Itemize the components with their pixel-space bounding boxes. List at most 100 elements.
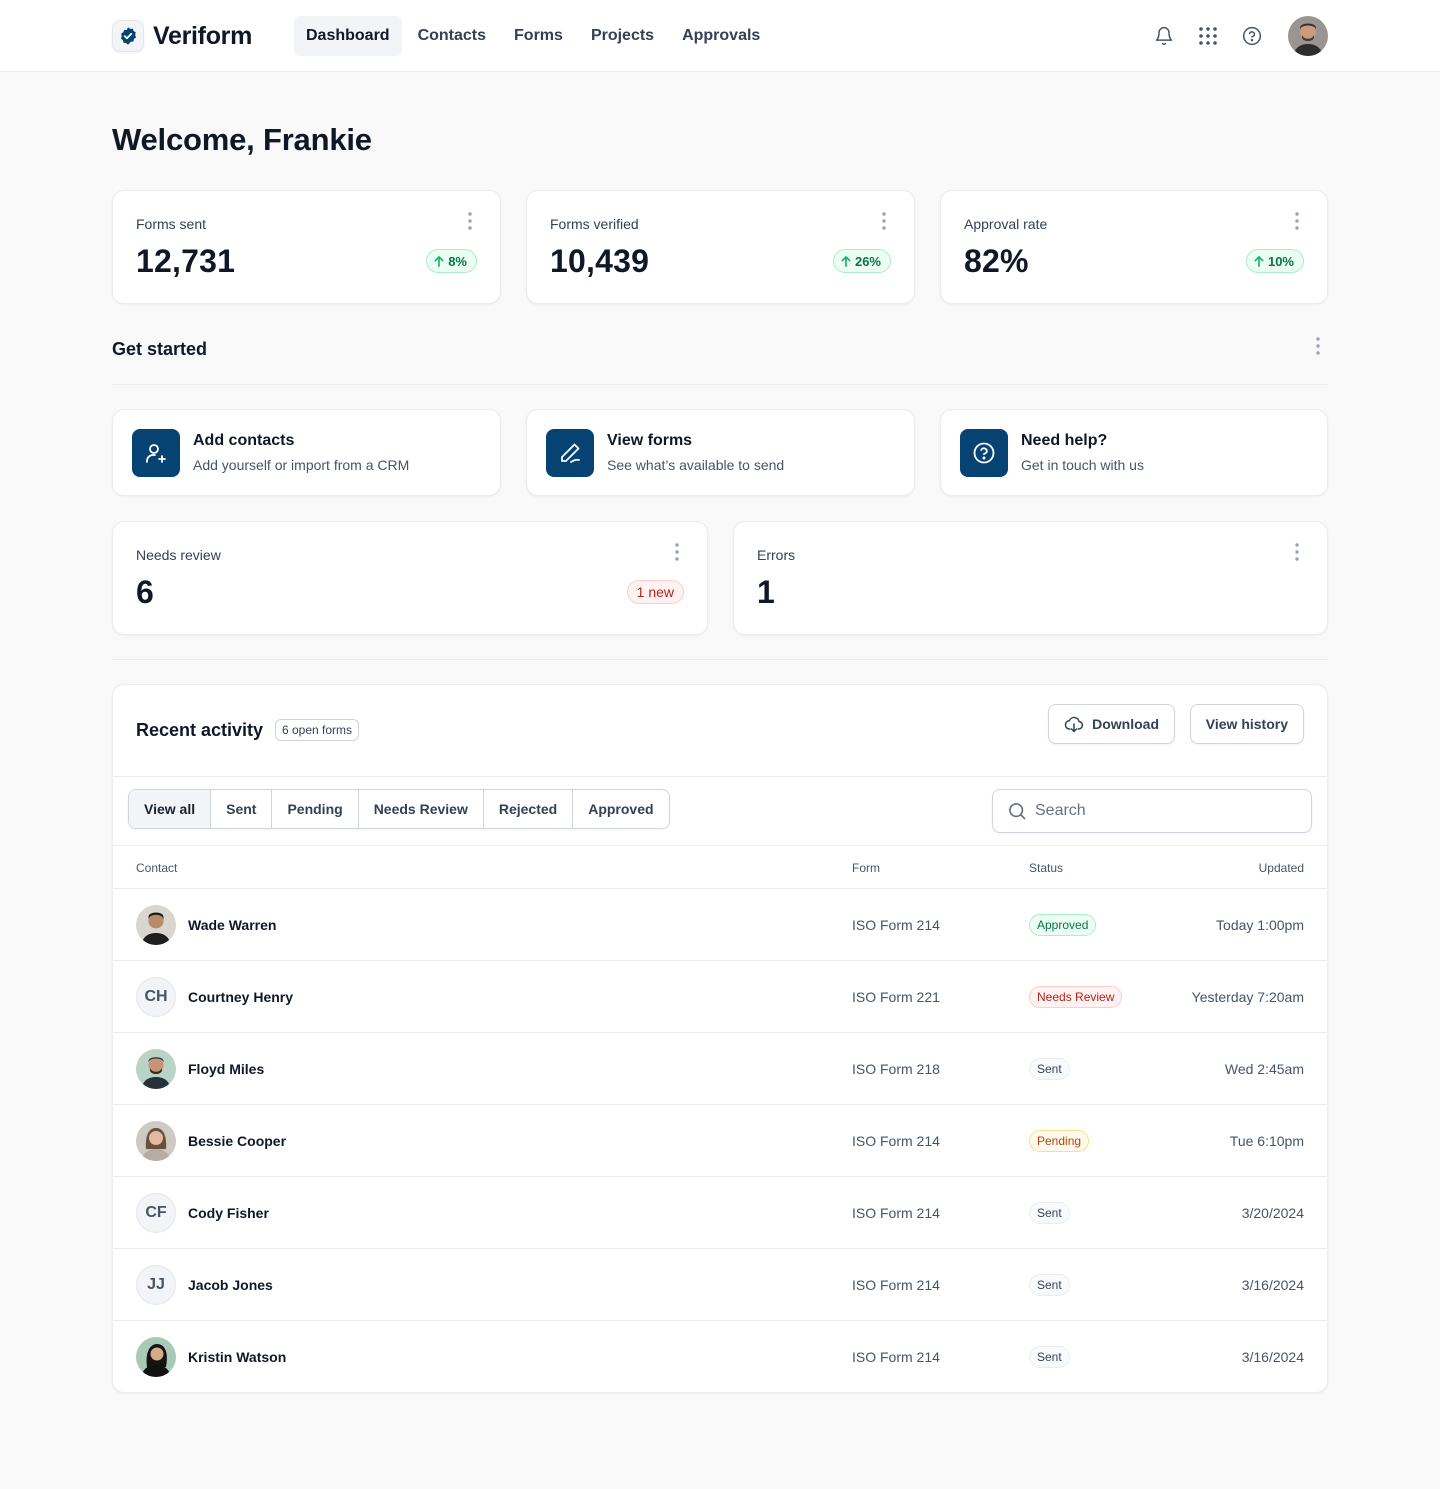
help-circle-icon (960, 429, 1008, 477)
brand-logo[interactable]: Veriform (112, 20, 252, 52)
search-input[interactable] (1035, 802, 1295, 820)
contact-cell: CF Cody Fisher (136, 1193, 269, 1233)
filter-tab-approved[interactable]: Approved (588, 801, 654, 817)
table-row[interactable]: CF Cody Fisher ISO Form 214 Sent 3/20/20… (113, 1177, 1327, 1249)
table-row[interactable]: Kristin Watson ISO Form 214 Sent 3/16/20… (113, 1321, 1327, 1393)
contact-name: Bessie Cooper (188, 1133, 287, 1149)
action-card-view-forms[interactable]: View forms See what’s available to send (526, 409, 915, 496)
status-cell: Needs Review (1029, 986, 1123, 1008)
download-button[interactable]: Download (1048, 704, 1175, 744)
table-row[interactable]: Floyd Miles ISO Form 218 Sent Wed 2:45am (113, 1033, 1327, 1105)
filter-tab-pending[interactable]: Pending (272, 790, 359, 828)
filter-tab-rejected[interactable]: Rejected (484, 790, 574, 828)
recent-activity-panel: Recent activity 6 open forms Download Vi… (112, 684, 1328, 1393)
contact-cell: JJ Jacob Jones (136, 1265, 273, 1305)
trend-value: 26% (854, 253, 881, 269)
filter-tab-view-all[interactable]: View all (129, 790, 212, 828)
updated-time: 3/20/2024 (1241, 1205, 1304, 1221)
panel-divider (113, 776, 1327, 777)
column-header-form[interactable]: Form (852, 861, 880, 875)
more-vertical-icon[interactable] (1310, 336, 1326, 356)
nav-item-forms[interactable]: Forms (514, 27, 563, 44)
avatar (136, 1337, 176, 1377)
more-vertical-icon[interactable] (1289, 211, 1305, 231)
form-name: ISO Form 221 (852, 989, 940, 1005)
status-badge: Approved (1029, 914, 1097, 936)
nav-item-dashboard[interactable]: Dashboard (294, 16, 402, 56)
trend-badge: 26% (832, 249, 891, 273)
updated-time: 3/16/2024 (1241, 1277, 1304, 1293)
more-vertical-icon[interactable] (462, 211, 478, 231)
pen-icon (546, 429, 594, 477)
contact-name: Courtney Henry (188, 989, 294, 1005)
table-header: Contact Form Status Updated (113, 845, 1327, 889)
action-card-need-help[interactable]: Need help? Get in touch with us (940, 409, 1328, 496)
updated-time: Tue 6:10pm (1229, 1133, 1304, 1149)
page-title: Welcome, Frankie (112, 122, 372, 157)
status-cell: Sent (1029, 1346, 1070, 1368)
status-badge: Sent (1029, 1346, 1070, 1368)
main-nav: Dashboard Contacts Forms Projects Approv… (294, 16, 772, 56)
status-cell: Sent (1029, 1202, 1070, 1224)
stat-value: 10,439 (550, 243, 650, 279)
table-row[interactable]: CH Courtney Henry ISO Form 221 Needs Rev… (113, 961, 1327, 1033)
updated-time: Wed 2:45am (1224, 1061, 1304, 1077)
status-cell: Approved (1029, 914, 1097, 936)
column-header-contact[interactable]: Contact (136, 861, 178, 875)
status-cell: Pending (1029, 1130, 1090, 1152)
stat-value: 12,731 (136, 243, 236, 279)
form-name: ISO Form 214 (852, 1133, 940, 1149)
bell-icon[interactable] (1144, 16, 1184, 56)
nav-item-contacts[interactable]: Contacts (417, 27, 487, 44)
status-badge: Sent (1029, 1202, 1070, 1224)
open-forms-badge: 6 open forms (275, 719, 360, 741)
help-circle-icon[interactable] (1232, 16, 1272, 56)
brand-name: Veriform (153, 21, 253, 50)
avatar-initials: CH (136, 977, 176, 1017)
search-box (992, 789, 1312, 833)
table-row[interactable]: Wade Warren ISO Form 214 Approved Today … (113, 889, 1327, 961)
more-vertical-icon[interactable] (876, 211, 892, 231)
trend-badge: 8% (426, 249, 477, 273)
arrow-up-icon (434, 255, 444, 267)
column-header-status[interactable]: Status (1029, 861, 1064, 875)
nav-item-approvals[interactable]: Approvals (682, 27, 761, 44)
contact-cell: Floyd Miles (136, 1049, 264, 1089)
stat-value: 6 (136, 574, 154, 610)
table-row[interactable]: JJ Jacob Jones ISO Form 214 Sent 3/16/20… (113, 1249, 1327, 1321)
filter-tab-needs-review[interactable]: Needs Review (359, 790, 484, 828)
action-title: View forms (607, 432, 693, 449)
form-name: ISO Form 214 (852, 917, 940, 933)
contact-cell: Kristin Watson (136, 1337, 286, 1377)
apps-grid-icon[interactable] (1188, 16, 1228, 56)
stat-card-forms-sent: Forms sent 12,731 8% (112, 190, 501, 304)
cloud-download-icon (1064, 716, 1084, 733)
more-vertical-icon[interactable] (669, 542, 685, 562)
status-badge: Sent (1029, 1058, 1070, 1080)
updated-time: Today 1:00pm (1216, 917, 1304, 933)
form-name: ISO Form 214 (852, 1277, 940, 1293)
stat-label: Approval rate (964, 216, 1048, 232)
action-card-add-contacts[interactable]: Add contacts Add yourself or import from… (112, 409, 501, 496)
contact-name: Kristin Watson (188, 1349, 287, 1365)
status-badge: Needs Review (1029, 986, 1123, 1008)
table-row[interactable]: Bessie Cooper ISO Form 214 Pending Tue 6… (113, 1105, 1327, 1177)
avatar-initials: JJ (136, 1265, 176, 1305)
filter-tab-sent[interactable]: Sent (211, 790, 273, 828)
user-avatar[interactable] (1288, 16, 1328, 56)
contact-name: Wade Warren (188, 917, 277, 933)
nav-item-projects[interactable]: Projects (590, 27, 655, 44)
more-vertical-icon[interactable] (1289, 542, 1305, 562)
view-history-button[interactable]: View history (1189, 704, 1304, 744)
status-cell: Sent (1029, 1058, 1070, 1080)
form-name: ISO Form 218 (852, 1061, 940, 1077)
top-navigation-bar: Veriform Dashboard Contacts Forms Projec… (0, 0, 1440, 72)
trend-value: 8% (448, 253, 467, 269)
contact-cell: CH Courtney Henry (136, 977, 293, 1017)
trend-badge: 10% (1245, 249, 1304, 273)
action-subtitle: Add yourself or import from a CRM (193, 457, 410, 473)
column-header-updated[interactable]: Updated (1258, 861, 1304, 875)
status-cell: Sent (1029, 1274, 1070, 1296)
arrow-up-icon (1254, 255, 1264, 267)
contact-name: Jacob Jones (188, 1277, 273, 1293)
